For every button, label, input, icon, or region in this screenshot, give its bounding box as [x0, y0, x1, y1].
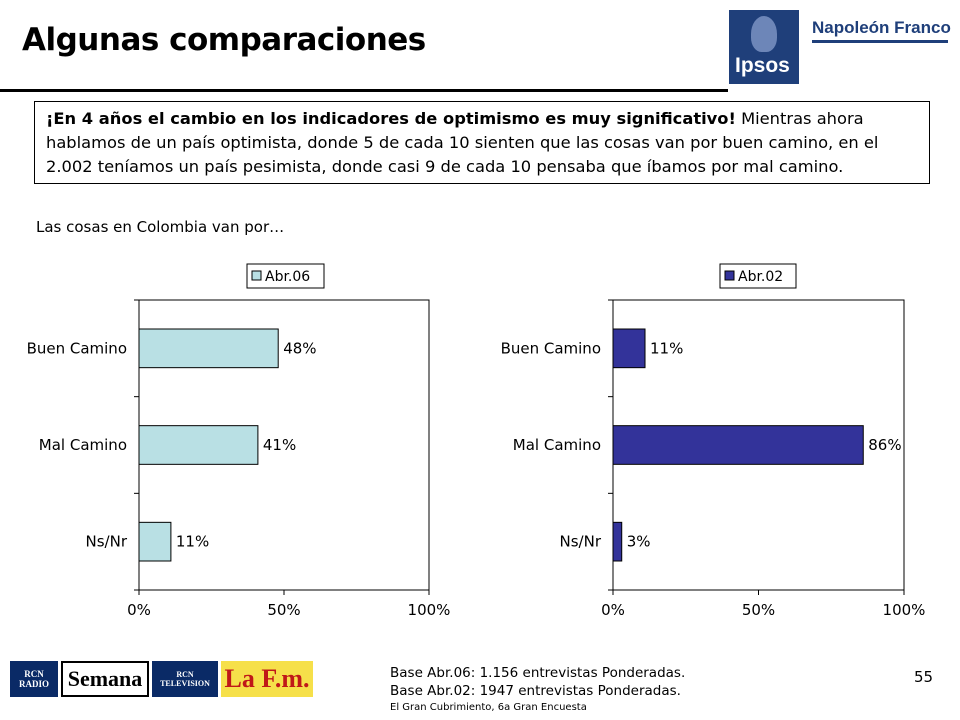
category-label: Buen Camino: [27, 339, 127, 357]
napoleon-franco-logo: Napoleón Franco: [812, 18, 951, 37]
legend-swatch: [251, 270, 262, 281]
sample-base-abr02: Base Abr.02: 1947 entrevistas Ponderadas…: [390, 683, 681, 699]
data-label: 3%: [627, 533, 651, 551]
bar: [138, 425, 259, 465]
page-title: Algunas comparaciones: [22, 22, 426, 58]
data-label: 11%: [650, 339, 683, 357]
source-note: El Gran Cubrimiento, 6a Gran Encuesta: [390, 702, 587, 713]
page-number: 55: [914, 668, 934, 686]
rcn-radio-logo-bottom: RADIO: [18, 679, 49, 689]
data-label: 48%: [283, 339, 316, 357]
key-message-text: Mientras ahora hablamos de un país optim…: [46, 109, 879, 176]
x-tick-label: 100%: [883, 601, 926, 619]
sample-base-abr06: Base Abr.06: 1.156 entrevistas Ponderada…: [390, 665, 686, 681]
la-fm-logo: La F.m.: [221, 661, 313, 697]
chart-subtitle: Las cosas en Colombia van por…: [36, 218, 285, 236]
x-tick-label: 50%: [267, 601, 300, 619]
rcn-television-logo: RCN TELEVISION: [152, 661, 218, 697]
category-label: Ns/Nr: [86, 533, 128, 551]
bar: [612, 521, 623, 562]
x-tick-label: 100%: [408, 601, 451, 619]
ipsos-logo: Ipsos: [729, 10, 799, 84]
charts-canvas: 0% 50% 100% Buen Camino 48% Mal Camino 41% Ns/N…: [27, 263, 926, 619]
x-tick-label: 50%: [742, 601, 775, 619]
napoleon-franco-underline: [812, 40, 948, 43]
ipsos-logo-mark: [751, 16, 777, 52]
legend: Abr.06: [246, 263, 325, 289]
bar: [138, 521, 172, 562]
ipsos-logo-text: Ipsos: [735, 54, 790, 77]
title-divider: [0, 89, 728, 92]
key-message-box: ¡En 4 años el cambio en los indicadores …: [34, 101, 930, 184]
data-label: 11%: [176, 533, 209, 551]
category-label: Mal Camino: [513, 436, 601, 454]
key-message-bold: ¡En 4 años el cambio en los indicadores …: [46, 109, 736, 128]
category-label: Buen Camino: [501, 339, 601, 357]
data-label: 41%: [263, 436, 296, 454]
legend: Abr.02: [719, 263, 797, 289]
sample-base-note: Base Abr.06: 1.156 entrevistas Ponderada…: [390, 664, 685, 700]
rcn-radio-logo-top: RCN: [24, 669, 44, 679]
data-label: 86%: [868, 436, 901, 454]
legend-label: Abr.02: [738, 269, 783, 285]
semana-logo: Semana: [61, 661, 149, 697]
x-tick-label: 0%: [127, 601, 151, 619]
x-tick-label: 0%: [601, 601, 625, 619]
rcn-tv-logo-top: RCN: [176, 670, 194, 679]
category-label: Mal Camino: [39, 436, 127, 454]
rcn-radio-logo: RCN RADIO: [10, 661, 58, 697]
bar: [138, 328, 279, 369]
bar-chart-2: 0% 50% 100% Buen Camino 11% Mal Camino 86% Ns/N…: [501, 263, 926, 619]
bar: [612, 425, 864, 465]
legend-label: Abr.06: [265, 269, 310, 285]
media-logos: RCN RADIO Semana RCN TELEVISION La F.m.: [10, 661, 313, 697]
category-label: Ns/Nr: [560, 533, 602, 551]
bar-chart-1: 0% 50% 100% Buen Camino 48% Mal Camino 41% Ns/N…: [27, 263, 451, 619]
bar: [612, 328, 646, 369]
legend-box: [719, 263, 797, 289]
rcn-tv-logo-bottom: TELEVISION: [160, 679, 210, 688]
legend-swatch: [724, 270, 735, 281]
